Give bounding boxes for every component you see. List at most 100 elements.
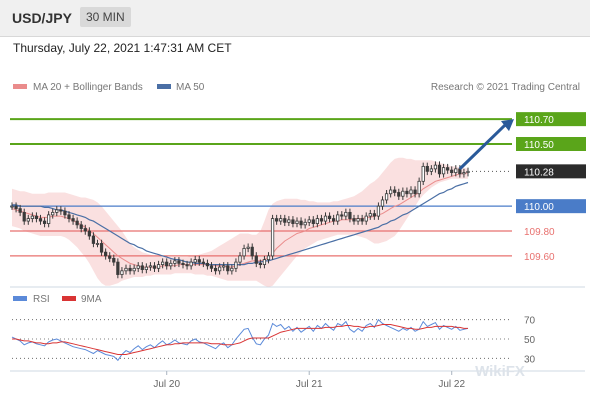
candle	[393, 186, 397, 197]
ma20-legend-swatch	[13, 84, 27, 89]
candle-body	[169, 262, 173, 267]
candle-body	[262, 259, 267, 265]
candle-body	[108, 255, 112, 259]
candle-body	[372, 213, 376, 217]
price-levels	[10, 118, 512, 257]
candle	[446, 163, 450, 174]
candle	[59, 206, 63, 215]
candle-body	[197, 259, 201, 263]
candle	[108, 252, 112, 263]
ma20-legend-label: MA 20 + Bollinger Bands	[33, 82, 143, 93]
candle	[55, 206, 59, 217]
candle	[132, 264, 136, 275]
candle-body	[10, 205, 14, 208]
watermark-text: WikiFX	[475, 363, 525, 380]
top-bar: USD/JPY 30 MIN	[0, 0, 590, 37]
candle-body	[352, 218, 356, 222]
candle-body	[132, 267, 136, 272]
candle-body	[213, 267, 218, 272]
candle	[421, 162, 425, 186]
level-label-110.28: 110.28	[524, 167, 554, 178]
timeframe-badge[interactable]: 30 MIN	[80, 7, 131, 27]
candle-body	[384, 193, 389, 201]
candle-body	[405, 190, 409, 195]
x-tick-label: Jul 21	[296, 379, 323, 390]
candle	[189, 258, 193, 270]
candle-body	[140, 265, 144, 270]
candle	[144, 263, 148, 274]
candle	[307, 216, 311, 227]
candle-body	[307, 219, 311, 223]
forecast-arrow-head	[501, 119, 514, 132]
candle	[384, 190, 389, 204]
candle-body	[275, 218, 279, 222]
candle	[169, 259, 173, 270]
candle	[397, 188, 401, 200]
candle-body	[441, 167, 446, 175]
candle	[433, 161, 438, 173]
candle-body	[344, 211, 348, 217]
level-tag-110.00	[516, 199, 586, 214]
candlesticks	[10, 161, 470, 279]
candle-body	[181, 262, 185, 265]
candle-body	[116, 261, 120, 275]
candle-body	[226, 265, 230, 272]
candle	[368, 209, 372, 220]
candle-body	[95, 243, 100, 245]
candle	[75, 217, 79, 229]
candle-body	[319, 218, 324, 222]
level-label-110.70: 110.70	[524, 115, 554, 126]
candle	[352, 214, 356, 225]
candle	[226, 262, 230, 275]
rsi-line	[11, 318, 469, 362]
candle	[376, 202, 381, 220]
candle	[34, 212, 39, 223]
candle	[242, 244, 246, 260]
candle	[437, 161, 442, 178]
candle	[319, 214, 324, 225]
rsi-ma9-line	[12, 324, 468, 355]
candle	[161, 258, 165, 269]
x-tick-label: Jul 22	[438, 379, 465, 390]
candle	[454, 165, 458, 177]
candle	[22, 208, 26, 225]
candle-body	[250, 246, 254, 257]
candle	[258, 259, 262, 269]
candle	[287, 216, 291, 227]
candle-body	[368, 213, 372, 217]
candle	[152, 262, 157, 273]
candle-body	[291, 219, 295, 224]
candle	[275, 214, 279, 225]
candle-body	[120, 270, 124, 275]
candle-body	[34, 215, 39, 219]
candle-body	[26, 218, 30, 222]
candle	[197, 255, 201, 266]
candle-body	[148, 265, 153, 268]
chart-datetime: Thursday, July 22, 2021 1:47:31 AM CET	[13, 41, 232, 55]
candle	[95, 239, 100, 248]
candle	[26, 214, 30, 225]
candle	[63, 207, 67, 219]
candle-body	[161, 261, 165, 265]
bollinger-band-area	[12, 157, 468, 287]
candle	[104, 248, 108, 260]
candle	[148, 262, 153, 271]
candle	[10, 202, 14, 210]
candle-body	[51, 211, 55, 216]
level-label-110.00: 110.00	[524, 202, 554, 213]
candle-body	[91, 235, 96, 244]
level-tag-110.50	[516, 137, 586, 151]
forecast-arrow-shaft	[458, 123, 508, 170]
candle	[332, 214, 336, 225]
candle-body	[222, 265, 226, 268]
candle	[250, 243, 254, 260]
candle	[124, 264, 128, 275]
candle	[177, 257, 181, 268]
candle-body	[234, 261, 238, 269]
candle	[299, 217, 303, 229]
candle-body	[18, 208, 22, 213]
candle-body	[165, 261, 169, 267]
candle-body	[201, 261, 205, 264]
candle-body	[397, 192, 401, 197]
candle	[450, 166, 454, 177]
